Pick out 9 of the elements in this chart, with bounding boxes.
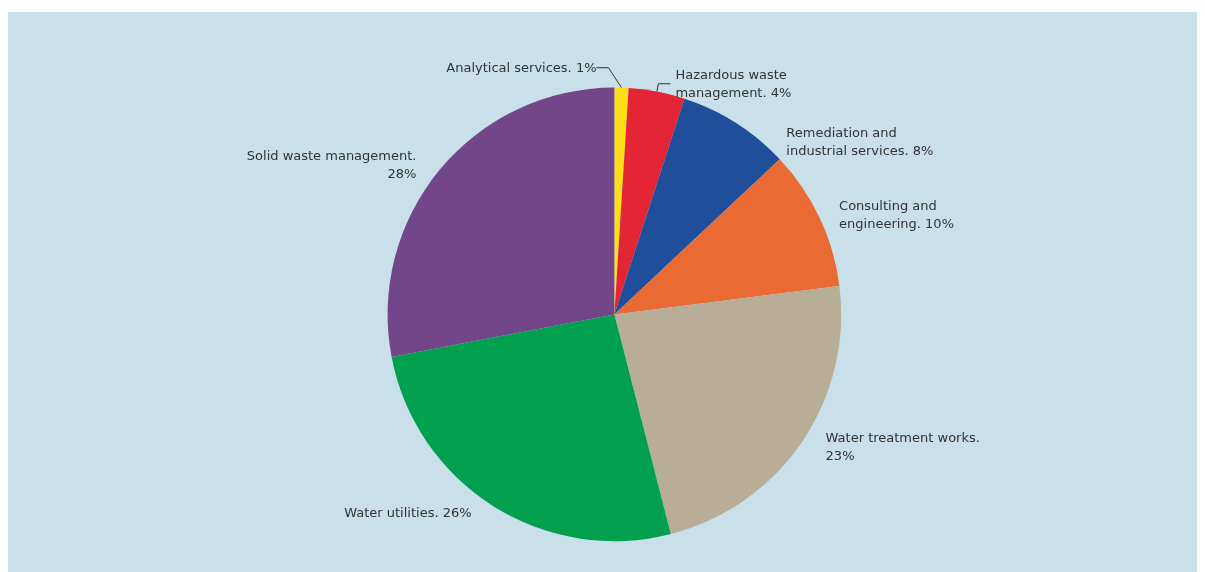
slice-label: Consulting and engineering. 10% — [839, 197, 954, 231]
slice-label: Water utilities. 26% — [344, 505, 472, 521]
slice-label: Remediation and industrial services. 8% — [786, 125, 934, 159]
slice-label: Solid waste management. — [246, 148, 417, 164]
slice-label: Water treatment works. — [825, 429, 984, 445]
data-label: 23% — [825, 447, 855, 463]
data-label: 28% — [383, 166, 417, 182]
slice-label: Analytical services. 1% — [446, 60, 597, 76]
slice-label: Hazardous waste management. 4% — [675, 67, 792, 101]
